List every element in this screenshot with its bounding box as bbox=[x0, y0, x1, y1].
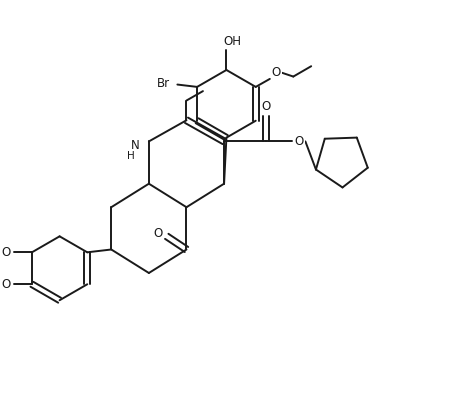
Text: Br: Br bbox=[157, 77, 170, 90]
Text: O: O bbox=[272, 66, 281, 79]
Text: O: O bbox=[1, 278, 10, 291]
Text: N: N bbox=[131, 139, 140, 151]
Text: O: O bbox=[295, 135, 304, 148]
Text: H: H bbox=[127, 151, 135, 162]
Text: OH: OH bbox=[223, 35, 241, 48]
Text: O: O bbox=[1, 246, 10, 259]
Text: O: O bbox=[154, 228, 163, 241]
Text: O: O bbox=[262, 100, 271, 113]
